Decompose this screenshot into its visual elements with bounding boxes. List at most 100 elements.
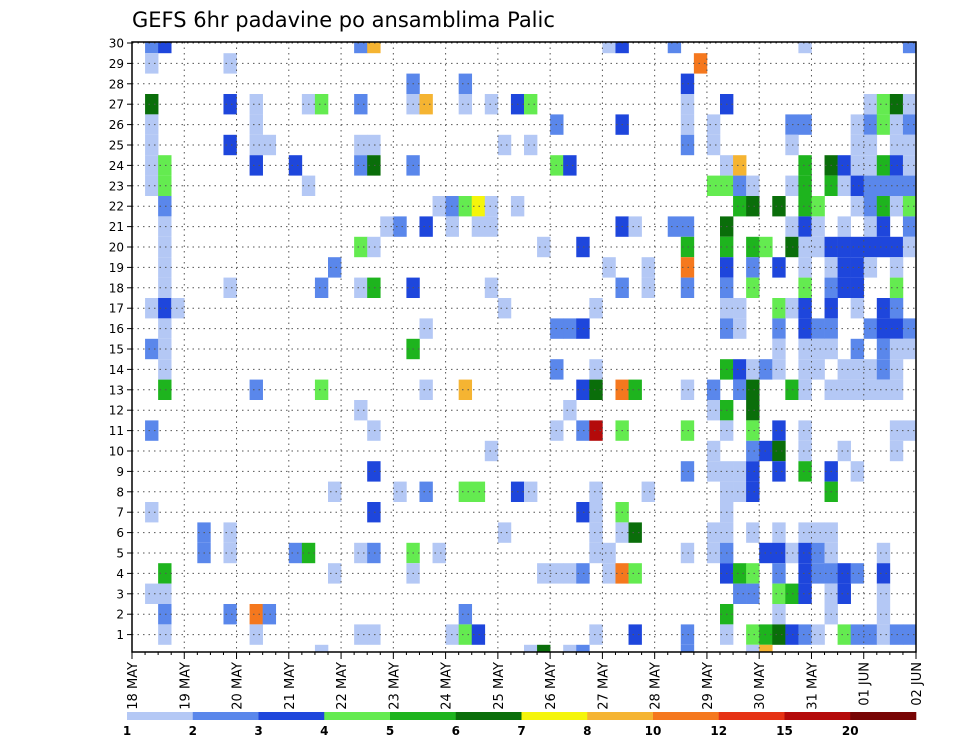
- heatmap-cell-199: [706, 461, 721, 482]
- heatmap-cell-175: [641, 481, 655, 502]
- legend-label: 6: [452, 724, 460, 738]
- heatmap-cell-383: [876, 583, 891, 604]
- color-legend: 1 2 3 4 5 6 7 8 10 12 15 20: [123, 712, 917, 738]
- legend-swatch: [784, 712, 851, 720]
- heatmap-cell-61: [354, 94, 368, 115]
- legend-swatch: [718, 712, 785, 720]
- heatmap-cell-30: [223, 53, 237, 74]
- heatmap-cell-308: [811, 359, 825, 380]
- heatmap-cell-101: [458, 196, 473, 217]
- heatmap-cell-347: [850, 257, 865, 278]
- heatmap-cell-7: [145, 298, 159, 319]
- heatmap-cell-14: [158, 175, 172, 196]
- heatmap-cell-373: [876, 196, 891, 217]
- heatmap-cell-67: [354, 542, 368, 564]
- heatmap-cell-139: [576, 236, 590, 258]
- heatmap-cell-346: [850, 236, 865, 258]
- heatmap-cell-22: [158, 338, 172, 360]
- heatmap-cell-104: [458, 604, 473, 625]
- heatmap-cell-36: [223, 604, 237, 625]
- heatmap-cell-23: [158, 359, 172, 380]
- heatmap-cell-268: [772, 583, 786, 604]
- heatmap-cell-404: [902, 94, 917, 115]
- heatmap-cell-302: [798, 624, 812, 645]
- heatmap-cell-259: [772, 318, 786, 339]
- heatmap-cell-371: [876, 155, 891, 176]
- heatmap-cell-195: [706, 175, 721, 196]
- heatmap-cell-348: [850, 277, 865, 298]
- heatmap-cell-233: [746, 175, 760, 196]
- heatmap-cell-43: [249, 379, 263, 400]
- heatmap-cell-44: [249, 604, 263, 625]
- heatmap-cell-92: [419, 379, 433, 400]
- heatmap-cell-9: [145, 420, 159, 441]
- heatmap-cell-121: [524, 94, 538, 115]
- heatmap-cell-227: [733, 359, 747, 380]
- heatmap-cell-59: [328, 563, 342, 584]
- heatmap-cell-299: [798, 542, 812, 564]
- heatmap-cell-148: [589, 379, 603, 400]
- heatmap-cell-21: [158, 318, 172, 339]
- heatmap-cell-56: [314, 644, 329, 652]
- heatmap-cell-288: [798, 257, 812, 278]
- heatmap-cell-237: [746, 277, 760, 298]
- chart-title: GEFS 6hr padavine po ansamblima Palic: [132, 8, 555, 32]
- heatmap-cell-126: [537, 563, 551, 584]
- heatmap-cell-150: [589, 481, 603, 502]
- heatmap-cell-31: [223, 94, 237, 115]
- heatmap-cell-3: [145, 114, 159, 135]
- legend-swatch: [521, 712, 588, 720]
- y-tick-label: 2: [116, 608, 124, 622]
- y-tick-label: 4: [116, 567, 124, 581]
- heatmap-cell-295: [798, 420, 812, 441]
- heatmap-cell-28: [158, 624, 172, 645]
- heatmap-cell-329: [837, 155, 851, 176]
- heatmap-cell-267: [772, 563, 786, 584]
- y-tick-label: 17: [109, 302, 124, 316]
- heatmap-cell-354: [850, 563, 865, 584]
- heatmap-cell-248: [746, 624, 760, 645]
- heatmap-cell-330: [837, 175, 851, 196]
- heatmap-cell-91: [419, 318, 433, 339]
- x-tick-label: 25 MAY: [492, 662, 507, 710]
- legend-label: 3: [254, 724, 262, 738]
- heatmap-cell-182: [680, 257, 695, 278]
- heatmap-cell-223: [733, 175, 747, 196]
- heatmap-cell-34: [223, 522, 237, 543]
- x-tick-label: 27 MAY: [596, 662, 611, 710]
- legend-swatch: [192, 712, 259, 720]
- legend-label: 8: [583, 724, 591, 738]
- heatmap-cell-415: [902, 624, 917, 645]
- heatmap-cell-137: [563, 563, 577, 584]
- x-tick-label: 18 MAY: [126, 662, 141, 710]
- y-tick-label: 29: [109, 57, 124, 71]
- heatmap-cell-285: [798, 196, 812, 217]
- heatmap-cell-10: [145, 502, 159, 523]
- y-tick-label: 28: [109, 77, 124, 91]
- heatmap-cell-298: [798, 522, 812, 543]
- heatmap-cell-410: [902, 216, 917, 237]
- heatmap-cell-188: [680, 624, 695, 645]
- heatmap-cell-335: [837, 359, 851, 380]
- heatmap-cell-263: [772, 440, 786, 462]
- heatmap-cell-17: [158, 236, 172, 258]
- y-tick-label: 19: [109, 261, 124, 275]
- heatmap-cell-141: [576, 379, 590, 400]
- heatmap-cell-60: [354, 42, 368, 54]
- heatmap-cell-2: [145, 94, 159, 115]
- y-tick-label: 10: [109, 445, 124, 459]
- heatmap-cell-409: [902, 196, 917, 217]
- heatmap-cell-243: [746, 461, 760, 482]
- heatmap-cell-25: [158, 563, 172, 584]
- heatmap-cell-134: [563, 155, 577, 176]
- heatmap-cell-77: [367, 542, 381, 564]
- legend-label: 10: [645, 724, 662, 738]
- y-tick-label: 18: [109, 281, 124, 295]
- heatmap-cell-172: [628, 624, 642, 645]
- heatmap-cell-127: [537, 644, 551, 652]
- heatmap-cell-270: [772, 624, 786, 645]
- heatmap-cell-222: [733, 155, 747, 176]
- heatmap-cell-339: [837, 583, 851, 604]
- heatmap-cell-71: [367, 155, 381, 176]
